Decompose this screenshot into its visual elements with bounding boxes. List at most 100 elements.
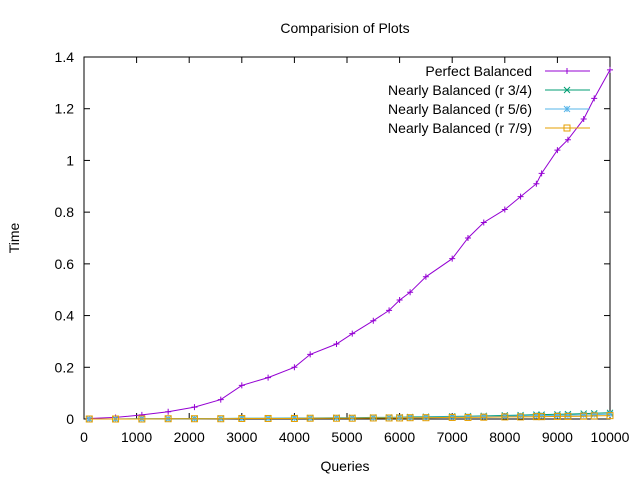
data-point xyxy=(538,412,545,419)
data-point xyxy=(349,330,356,337)
legend-marker xyxy=(563,86,571,94)
data-point xyxy=(385,414,393,422)
data-point xyxy=(564,411,572,419)
data-point xyxy=(501,412,509,420)
data-point xyxy=(265,374,272,381)
data-point xyxy=(480,413,488,420)
legend-item: Nearly Balanced (r 5/6) xyxy=(388,101,590,117)
legend-label: Perfect Balanced xyxy=(425,63,532,79)
data-point xyxy=(407,289,414,296)
data-point xyxy=(396,297,403,304)
y-tick-label: 0.6 xyxy=(55,256,75,272)
data-point xyxy=(480,413,488,421)
data-point xyxy=(306,414,314,422)
data-point xyxy=(164,415,172,423)
data-point xyxy=(606,410,614,418)
data-point xyxy=(580,412,588,420)
data-point xyxy=(190,415,198,423)
data-point xyxy=(396,414,404,422)
series-4 xyxy=(85,412,614,423)
data-point xyxy=(607,66,613,73)
data-point xyxy=(370,317,377,324)
y-tick-label: 1.2 xyxy=(55,101,75,117)
y-tick-label: 1 xyxy=(66,152,74,168)
data-point xyxy=(85,415,93,423)
data-point xyxy=(464,413,472,421)
y-tick-label: 1.4 xyxy=(55,49,75,65)
data-point xyxy=(464,413,472,421)
x-tick-label: 1000 xyxy=(121,429,152,445)
data-point xyxy=(386,307,393,314)
x-tick-label: 7000 xyxy=(437,429,468,445)
data-point xyxy=(517,413,525,421)
data-point xyxy=(448,413,456,421)
data-point xyxy=(533,412,540,419)
data-point xyxy=(580,116,587,123)
data-point xyxy=(517,412,524,420)
data-point xyxy=(217,415,225,423)
data-point xyxy=(333,341,340,348)
data-point xyxy=(332,414,340,422)
y-tick-label: 0.4 xyxy=(55,308,75,324)
y-tick-label: 0 xyxy=(66,411,74,427)
series-line xyxy=(89,415,611,420)
y-tick-label: 0.8 xyxy=(55,204,75,220)
legend-marker xyxy=(563,105,571,113)
data-point xyxy=(422,413,430,421)
y-axis-label: Time xyxy=(6,222,22,253)
x-tick-label: 6000 xyxy=(384,429,415,445)
legend-label: Nearly Balanced (r 5/6) xyxy=(388,101,532,117)
data-point xyxy=(590,411,598,418)
x-tick-label: 10000 xyxy=(591,429,630,445)
data-point xyxy=(553,412,561,420)
data-point xyxy=(85,415,93,423)
legend-marker xyxy=(564,68,570,74)
legend-marker xyxy=(563,124,571,132)
data-point xyxy=(348,414,356,422)
data-point xyxy=(532,413,540,421)
data-point xyxy=(517,193,524,200)
x-tick-label: 9000 xyxy=(542,429,573,445)
data-point xyxy=(422,273,429,280)
data-point xyxy=(217,396,224,403)
x-tick-label: 5000 xyxy=(331,429,362,445)
legend-item: Nearly Balanced (r 3/4) xyxy=(388,82,590,98)
x-tick-label: 4000 xyxy=(279,429,310,445)
legend-label: Nearly Balanced (r 7/9) xyxy=(388,120,532,136)
data-point xyxy=(554,147,561,154)
data-point xyxy=(291,364,298,371)
x-tick-label: 2000 xyxy=(174,429,205,445)
legend-label: Nearly Balanced (r 3/4) xyxy=(388,82,532,98)
data-point xyxy=(396,414,403,421)
data-point xyxy=(538,413,546,421)
y-tick-label: 0.2 xyxy=(55,359,75,375)
data-point xyxy=(580,411,588,419)
x-tick-label: 8000 xyxy=(489,429,520,445)
data-point xyxy=(264,414,272,422)
data-point xyxy=(606,412,614,420)
x-axis-label: Queries xyxy=(320,458,369,474)
series-layer xyxy=(85,66,614,423)
x-tick-label: 0 xyxy=(80,429,88,445)
data-point xyxy=(590,412,598,420)
series-1 xyxy=(86,66,613,422)
legend-item: Nearly Balanced (r 7/9) xyxy=(388,120,590,136)
data-point xyxy=(501,413,509,421)
data-point xyxy=(564,136,571,143)
data-point xyxy=(406,414,414,422)
data-point xyxy=(307,351,314,358)
data-point xyxy=(501,206,508,213)
data-point xyxy=(480,219,487,226)
data-point xyxy=(290,414,298,422)
chart-title: Comparision of Plots xyxy=(280,20,409,36)
data-point xyxy=(591,95,598,102)
data-point xyxy=(449,255,456,262)
data-point xyxy=(564,412,572,420)
legend: Perfect Balanced Nearly Balanced (r 3/4) N… xyxy=(388,63,590,136)
data-point xyxy=(464,235,471,241)
legend-item: Perfect Balanced xyxy=(425,63,590,79)
data-point xyxy=(238,414,246,422)
data-point xyxy=(165,408,172,415)
data-point xyxy=(554,412,561,419)
